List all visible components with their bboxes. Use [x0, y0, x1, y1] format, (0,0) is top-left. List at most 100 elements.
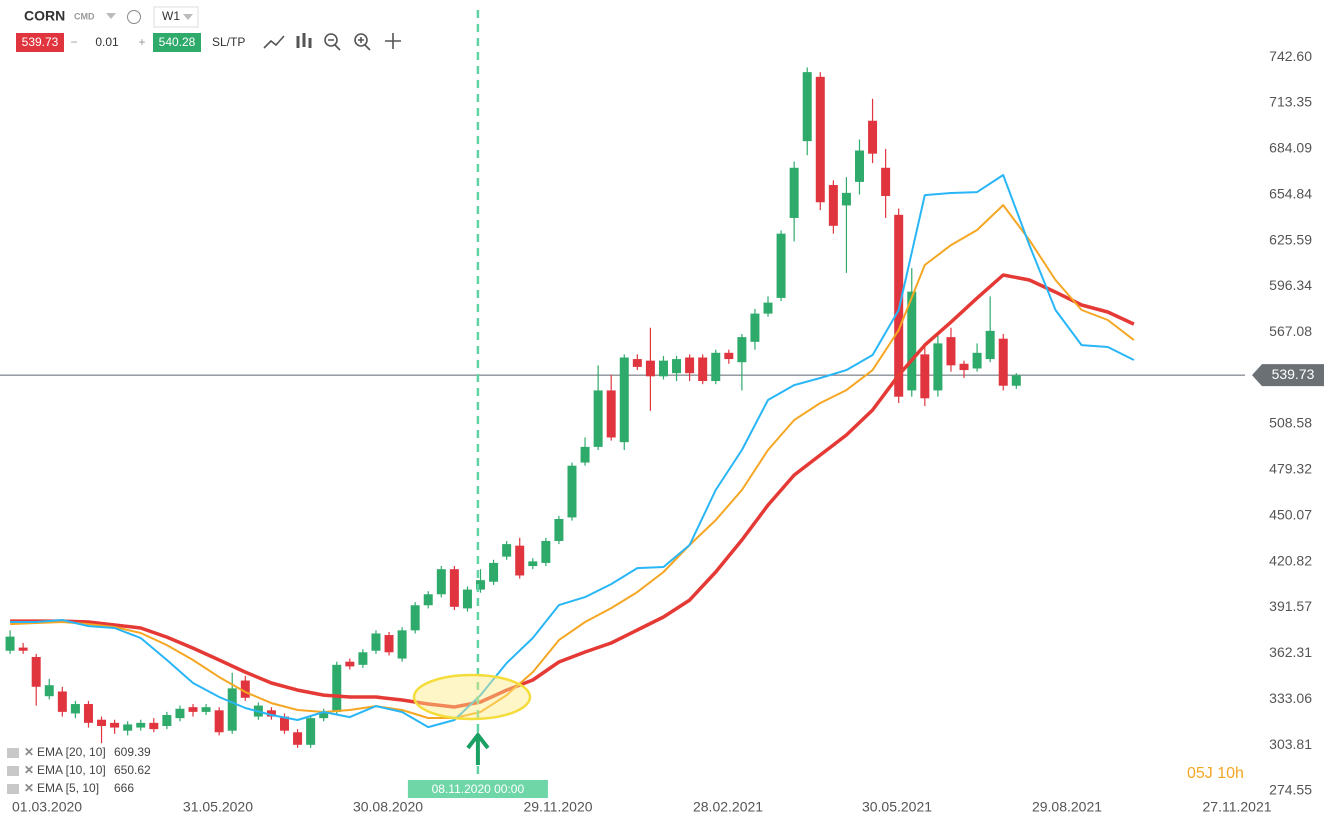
x-tick-label: 29.11.2020: [523, 799, 592, 815]
legend-icon: [7, 784, 19, 794]
zoom-in[interactable]: [354, 33, 368, 47]
candle-body: [397, 630, 407, 659]
candle-body: [881, 167, 891, 197]
x-tick-label: 01.03.2020: [12, 799, 82, 815]
candle-body: [293, 732, 303, 745]
sell-button[interactable]: [16, 33, 64, 52]
y-tick-label: 391.57: [1269, 598, 1312, 614]
dropdown-icon[interactable]: [106, 13, 116, 19]
market: CMD: [74, 11, 95, 21]
candle-body: [658, 360, 668, 377]
y-tick-label: 303.81: [1269, 736, 1312, 752]
plot-area: 742.60 713.35 684.09 654.84 625.59 596.34 567.…: [0, 10, 1324, 815]
candle-body: [515, 545, 525, 576]
candle-body: [632, 359, 642, 367]
y-tick-label: 742.60: [1269, 48, 1312, 64]
buy-button[interactable]: [153, 33, 201, 52]
candle-body: [149, 722, 159, 730]
timeframe: W1: [162, 9, 180, 23]
candle-body: [737, 337, 747, 363]
y-tick-label: 333.06: [1269, 690, 1312, 706]
candle-body: [907, 291, 917, 391]
legend-remove: ✕: [24, 781, 34, 795]
candle-body: [110, 722, 120, 728]
minus[interactable]: −: [70, 35, 77, 49]
candle-body: [724, 352, 734, 360]
candle-body: [933, 343, 943, 391]
candle-body: [789, 167, 799, 218]
candle-body: [227, 688, 237, 731]
candle-body: [18, 647, 28, 651]
candle-body: [5, 636, 15, 651]
x-tick-label: 31.05.2020: [183, 799, 253, 815]
zoom-out[interactable]: [324, 33, 338, 47]
candle-body: [57, 691, 67, 712]
x-tick-label: 30.05.2021: [862, 799, 932, 815]
candle-tool[interactable]: [296, 33, 312, 48]
legend-icon: [7, 766, 19, 776]
last-price-box: [1252, 364, 1324, 387]
pan-tool[interactable]: [385, 33, 401, 49]
candle-body: [972, 352, 982, 369]
sltp[interactable]: SL/TP: [212, 35, 245, 49]
sell-price: 539.73: [22, 35, 59, 49]
ema-line: [10, 204, 1135, 719]
candle-body: [44, 685, 54, 697]
candle-body: [567, 465, 577, 518]
candle-body: [97, 719, 107, 726]
candle-body: [985, 330, 995, 360]
info-icon[interactable]: [127, 10, 141, 24]
y-tick-label: 625.59: [1269, 231, 1312, 247]
dropdown-icon[interactable]: [183, 14, 193, 20]
candle-body: [436, 569, 446, 595]
candle-body: [841, 192, 851, 206]
toolbar: CORN CMD W1 539.73 − 0.01 + 540.28 SL/TP: [16, 6, 401, 52]
marker-label: 08.11.2020 00:00: [432, 782, 525, 796]
candle-body: [606, 390, 616, 438]
y-tick-label: 654.84: [1269, 185, 1312, 201]
plus[interactable]: +: [138, 35, 145, 49]
candle-body: [580, 446, 590, 463]
candle-body: [306, 718, 316, 745]
y-tick-label: 596.34: [1269, 277, 1312, 293]
y-tick-label: 420.82: [1269, 552, 1312, 568]
y-tick-label: 362.31: [1269, 644, 1312, 660]
candle-body: [541, 540, 551, 563]
marker-arrow: [466, 731, 490, 765]
marker-label-box: [407, 780, 548, 798]
candle-body: [645, 360, 655, 377]
candle-body: [136, 722, 146, 728]
legend-value: 666: [114, 781, 134, 795]
ema-line: [10, 273, 1135, 709]
highlight-ellipse: [412, 673, 532, 721]
candle-body: [698, 357, 708, 382]
symbol: CORN: [24, 8, 65, 24]
candle-body: [462, 589, 472, 609]
lot[interactable]: 0.01: [95, 35, 119, 49]
candle-body: [371, 633, 381, 651]
y-tick-label: 479.32: [1269, 461, 1312, 477]
candle-body: [776, 233, 786, 298]
candle-body: [763, 302, 773, 314]
y-tick-label: 713.35: [1269, 94, 1312, 110]
legend-remove: ✕: [24, 745, 34, 759]
candle-body: [868, 120, 878, 154]
candle-body: [345, 661, 355, 667]
candle-body: [802, 72, 812, 142]
candle-body: [266, 710, 276, 717]
ema-line: [10, 174, 1135, 729]
candle-body: [70, 704, 80, 714]
candle-body: [920, 354, 930, 399]
candle-body: [162, 715, 172, 726]
last-price-label: 539.73: [1272, 366, 1315, 382]
candle-body: [449, 569, 459, 607]
candle-body: [946, 337, 956, 366]
legend-remove: ✕: [24, 763, 34, 777]
timeframe-box[interactable]: [153, 6, 199, 28]
legend-name: EMA [20, 10]: [37, 745, 106, 759]
x-tick-label: 28.02.2021: [693, 799, 763, 815]
line-tool[interactable]: [263, 35, 285, 49]
legend-value: 609.39: [114, 745, 151, 759]
candle-body: [175, 708, 185, 719]
candle-body: [319, 711, 329, 719]
